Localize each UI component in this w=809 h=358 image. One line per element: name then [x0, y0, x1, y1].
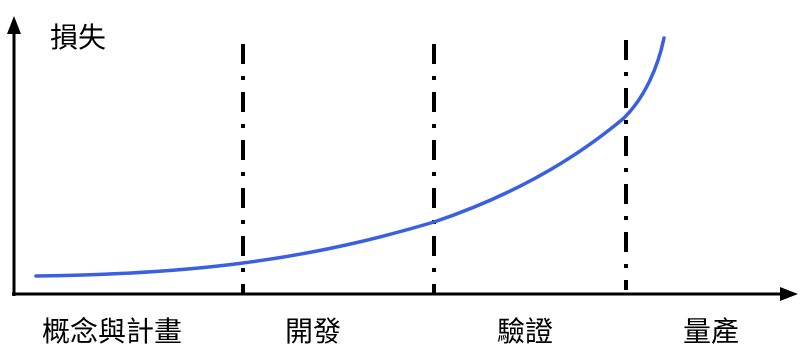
phase-label-mass-production: 量產: [683, 315, 740, 348]
y-axis-arrow-icon: [7, 16, 21, 34]
phase-label-concept-planning: 概念與計畫: [42, 315, 183, 348]
phase-label-development: 開發: [285, 315, 342, 348]
y-axis-label: 損失: [50, 21, 107, 54]
x-axis-arrow-icon: [780, 287, 798, 301]
phase-label-verification: 驗證: [497, 315, 554, 348]
loss-curve: [34, 36, 666, 278]
